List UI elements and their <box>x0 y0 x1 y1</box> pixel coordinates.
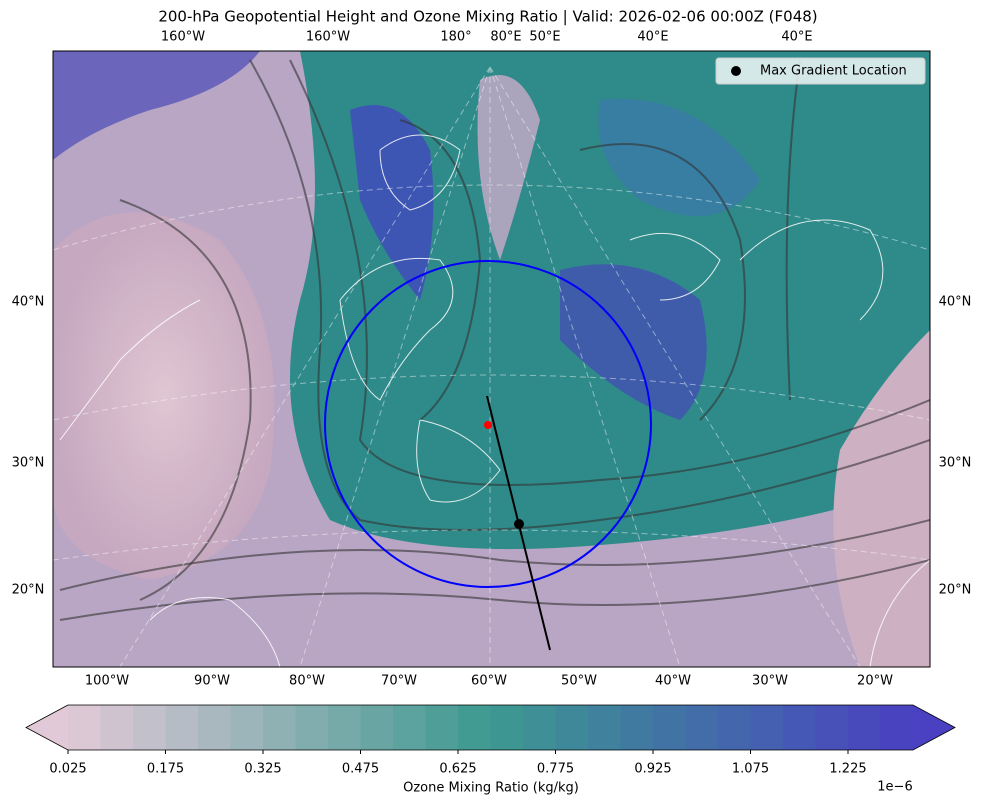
colorbar-segment <box>165 705 199 750</box>
legend-box <box>715 57 926 85</box>
colorbar-segment <box>230 705 264 750</box>
colorbar-segment <box>848 705 881 750</box>
max-gradient-point <box>514 519 524 529</box>
center-point <box>484 421 492 429</box>
colorbar-tick-label: 0.175 <box>147 762 184 777</box>
colorbar-segment <box>68 705 101 750</box>
colorbar-segment <box>328 705 361 750</box>
colorbar-segment <box>523 705 556 750</box>
map-axis-label: 160°W <box>161 30 205 45</box>
coastlines <box>59 134 930 667</box>
map-axis-label: 160°W <box>306 30 350 45</box>
colorbar-segment <box>555 705 589 750</box>
colorbar-segment <box>393 705 426 750</box>
colorbar-extend-low <box>26 705 68 750</box>
map-axis-label: 100°W <box>85 674 129 689</box>
colorbar-segment <box>360 705 394 750</box>
map-axis-label: 50°E <box>529 30 560 45</box>
map-axis-label: 30°N <box>12 456 45 471</box>
map-axis-label: 70°W <box>381 674 417 689</box>
colorbar-label: Ozone Mixing Ratio (kg/kg) <box>403 781 579 796</box>
colorbar-segment <box>588 705 621 750</box>
low-ozone-region <box>53 51 930 667</box>
colorbar-segment <box>263 705 296 750</box>
colorbar-segment <box>100 705 134 750</box>
high-ozone-region <box>53 51 260 160</box>
height-contours <box>59 59 930 621</box>
colorbar-segment <box>880 705 914 750</box>
map-axis-label: 30°N <box>939 456 972 471</box>
colorbar-offset: 1e−6 <box>877 780 912 795</box>
colorbar-segment <box>685 705 719 750</box>
colorbar-tick-label: 1.225 <box>829 762 866 777</box>
colorbar-segment <box>425 705 459 750</box>
colorbar-tick-label: 0.475 <box>342 762 379 777</box>
low-ozone-region <box>833 330 930 667</box>
low-ozone-region <box>477 75 540 260</box>
map-frame <box>52 50 931 668</box>
map-axis-label: 20°W <box>857 674 893 689</box>
colorbar-tick-label: 0.325 <box>244 762 281 777</box>
legend: Max Gradient Location <box>715 57 926 85</box>
colorbar-segment <box>133 705 166 750</box>
colorbar-outline <box>25 704 956 751</box>
graticule <box>53 66 930 667</box>
map-axis-label: 180° <box>440 30 471 45</box>
legend-marker <box>731 66 741 76</box>
colorbar-tick-label: 0.625 <box>439 762 476 777</box>
colorbar-segment <box>458 705 491 750</box>
colorbar-segment <box>620 705 654 750</box>
colorbar-segment <box>718 705 751 750</box>
radius-circle <box>324 260 652 588</box>
colorbar-segment <box>815 705 849 750</box>
map-axis-label: 80°E <box>490 30 521 45</box>
map-axis-label: 20°N <box>12 583 45 598</box>
colorbar-tick-label: 0.925 <box>634 762 671 777</box>
legend-label: Max Gradient Location <box>760 64 907 79</box>
map-axis-label: 50°W <box>561 674 597 689</box>
colorbar-extend-high <box>913 705 955 750</box>
low-ozone-region <box>53 212 275 581</box>
map-axis-label: 90°W <box>194 674 230 689</box>
colorbar-segment <box>783 705 816 750</box>
colorbar-tick-label: 1.075 <box>732 762 769 777</box>
map-axis-label: 40°E <box>637 30 668 45</box>
map-axis-label: 80°W <box>289 674 325 689</box>
map-axis-label: 40°E <box>781 30 812 45</box>
map-axis-label: 60°W <box>471 674 507 689</box>
colorbar-segment <box>295 705 329 750</box>
colorbar-tick-label: 0.775 <box>537 762 574 777</box>
high-ozone-region <box>350 105 434 300</box>
colorbar-segment <box>653 705 686 750</box>
colorbar-segment <box>750 705 784 750</box>
map-axis-label: 20°N <box>939 583 972 598</box>
map-axis-label: 40°W <box>655 674 691 689</box>
title: 200-hPa Geopotential Height and Ozone Mi… <box>158 8 817 26</box>
colorbar-segment <box>490 705 524 750</box>
map-axis-label: 30°W <box>752 674 788 689</box>
colorbar-segment <box>198 705 231 750</box>
map-axis-label: 40°N <box>12 295 45 310</box>
colorbar-tick-label: 0.025 <box>49 762 86 777</box>
map <box>53 51 930 667</box>
colorbar: 0.025 0.175 0.325 0.475 0.625 0.775 0.925 1.075… <box>25 704 956 777</box>
map-axis-label: 40°N <box>939 295 972 310</box>
